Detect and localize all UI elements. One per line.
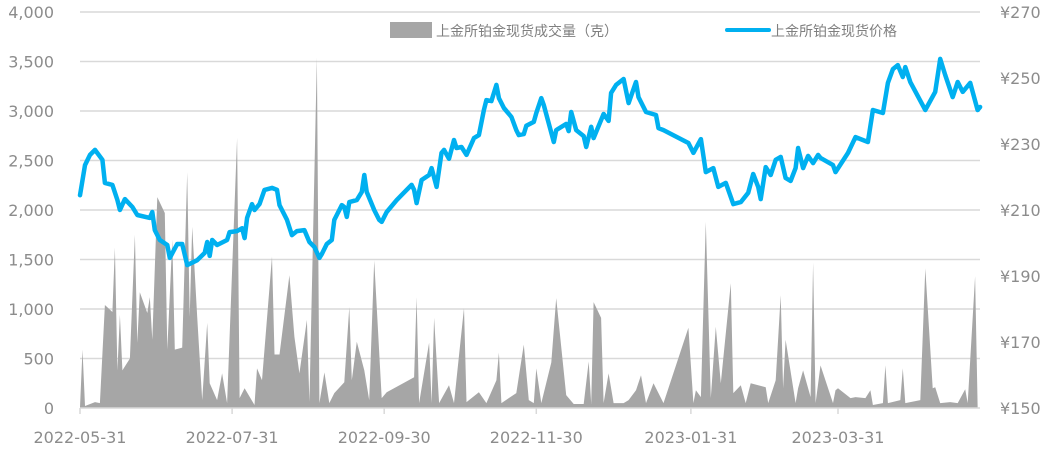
y-right-tick-label: ¥250 bbox=[1000, 69, 1041, 88]
x-tick-label: 2022-11-30 bbox=[490, 428, 583, 447]
x-tick-label: 2023-01-31 bbox=[644, 428, 737, 447]
gridlines bbox=[80, 11, 980, 360]
x-tick-label: 2022-05-31 bbox=[34, 428, 127, 447]
legend-volume-label: 上金所铂金现货成交量（克） bbox=[436, 23, 618, 40]
y-left-tick-label: 1,000 bbox=[8, 300, 54, 319]
legend: 上金所铂金现货成交量（克） 上金所铂金现货价格 bbox=[390, 22, 897, 40]
x-tick-label: 2023-03-31 bbox=[792, 428, 885, 447]
y-left-tick-label: 500 bbox=[23, 350, 54, 369]
price-line bbox=[77, 56, 983, 268]
y-left-tick-label: 3,000 bbox=[8, 102, 54, 121]
y-left-tick-label: 2,000 bbox=[8, 201, 54, 220]
legend-price-label: 上金所铂金现货价格 bbox=[771, 23, 897, 40]
price-line-layer bbox=[77, 56, 983, 268]
legend-volume-swatch bbox=[390, 22, 432, 38]
axes: 0 500 1,000 1,500 2,000 2,500 3,000 3,500 4,000 ¥… bbox=[8, 3, 1041, 447]
x-tick-label: 2022-09-30 bbox=[338, 428, 431, 447]
y-right-tick-label: ¥190 bbox=[1000, 267, 1041, 286]
x-tick-label: 2022-07-31 bbox=[186, 428, 279, 447]
volume-area bbox=[80, 57, 978, 408]
y-left-tick-label: 1,500 bbox=[8, 251, 54, 270]
y-left-tick-label: 4,000 bbox=[8, 3, 54, 22]
y-left-tick-label: 0 bbox=[44, 399, 54, 418]
y-right-tick-label: ¥150 bbox=[1000, 399, 1041, 418]
y-left-tick-label: 2,500 bbox=[8, 152, 54, 171]
y-right-tick-label: ¥230 bbox=[1000, 135, 1041, 154]
volume-area-layer bbox=[80, 57, 978, 408]
y-right-tick-label: ¥170 bbox=[1000, 333, 1041, 352]
y-right-tick-label: ¥270 bbox=[1000, 3, 1041, 22]
y-left-tick-label: 3,500 bbox=[8, 53, 54, 72]
y-right-tick-label: ¥210 bbox=[1000, 201, 1041, 220]
